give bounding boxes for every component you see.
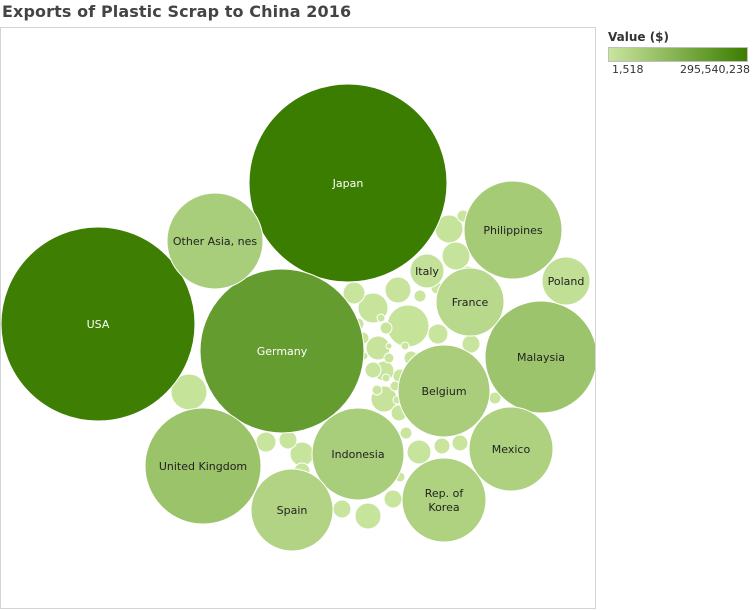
color-legend: Value ($) 1,518 295,540,238 [608, 30, 750, 79]
bubble-small [385, 342, 393, 350]
bubble-other-asia-nes [166, 192, 264, 290]
bubble-belgium [397, 344, 491, 438]
bubble-spain [250, 468, 334, 552]
bubble-small [381, 373, 391, 383]
bubble-small [383, 352, 395, 364]
bubble-small [441, 241, 471, 271]
legend-gradient-bar [608, 47, 748, 62]
bubble-france [435, 267, 505, 337]
bubble-label-germany: Germany [257, 345, 308, 358]
bubble-label-poland: Poland [548, 275, 585, 288]
bubble-indonesia [311, 407, 405, 501]
bubble-small [386, 304, 430, 348]
bubble-label-rep-of-korea: Rep. of Korea [425, 487, 465, 514]
bubble-small [433, 437, 451, 455]
bubble-small [364, 361, 382, 379]
bubble-label-united-kingdom: United Kingdom [159, 460, 247, 473]
bubble-chart-svg: Japan USA Germany Malaysia Philippines Belgiu… [1, 83, 595, 552]
bubble-small [278, 430, 298, 450]
bubble-chart-area: Japan USA Germany Malaysia Philippines Belgiu… [0, 27, 596, 609]
bubble-label-japan: Japan [332, 177, 364, 190]
bubble-label-belgium: Belgium [421, 385, 466, 398]
bubble-small [399, 426, 413, 440]
bubble-germany [199, 268, 365, 434]
bubble-usa [1, 226, 196, 422]
legend-max-label: 295,540,238 [680, 63, 750, 76]
bubble-small [384, 276, 412, 304]
bubble-philippines [463, 180, 563, 280]
bubble-small [400, 341, 410, 351]
bubble-small [427, 323, 449, 345]
bubble-small [379, 321, 393, 335]
bubble-label-mexico: Mexico [492, 443, 531, 456]
bubble-small [383, 489, 403, 509]
bubble-united-kingdom [144, 407, 262, 525]
bubble-small [371, 384, 383, 396]
bubble-malaysia [484, 300, 595, 414]
bubble-small [376, 313, 386, 323]
bubble-italy [409, 253, 445, 289]
bubble-label-usa: USA [87, 318, 110, 331]
bubble-small [451, 434, 469, 452]
bubble-mexico [468, 406, 554, 492]
bubble-label-spain: Spain [277, 504, 308, 517]
bubble-label-other-asia-nes: Other Asia, nes [173, 235, 258, 248]
bubble-label-italy: Italy [415, 265, 439, 278]
legend-min-label: 1,518 [612, 63, 644, 76]
bubble-poland [541, 256, 591, 306]
chart-title: Exports of Plastic Scrap to China 2016 [2, 2, 352, 21]
bubble-label-philippines: Philippines [483, 224, 543, 237]
bubble-small [354, 502, 382, 530]
bubble-japan [248, 83, 448, 283]
bubble-label-indonesia: Indonesia [331, 448, 384, 461]
bubble-rep-of-korea [401, 457, 487, 543]
bubble-small [413, 289, 427, 303]
bubble-small [255, 431, 277, 453]
legend-labels: 1,518 295,540,238 [608, 63, 750, 79]
bubble-small [332, 499, 352, 519]
bubble-small [406, 439, 432, 465]
bubble-label-france: France [452, 296, 489, 309]
bubble-label-malaysia: Malaysia [517, 351, 565, 364]
legend-title: Value ($) [608, 30, 670, 44]
